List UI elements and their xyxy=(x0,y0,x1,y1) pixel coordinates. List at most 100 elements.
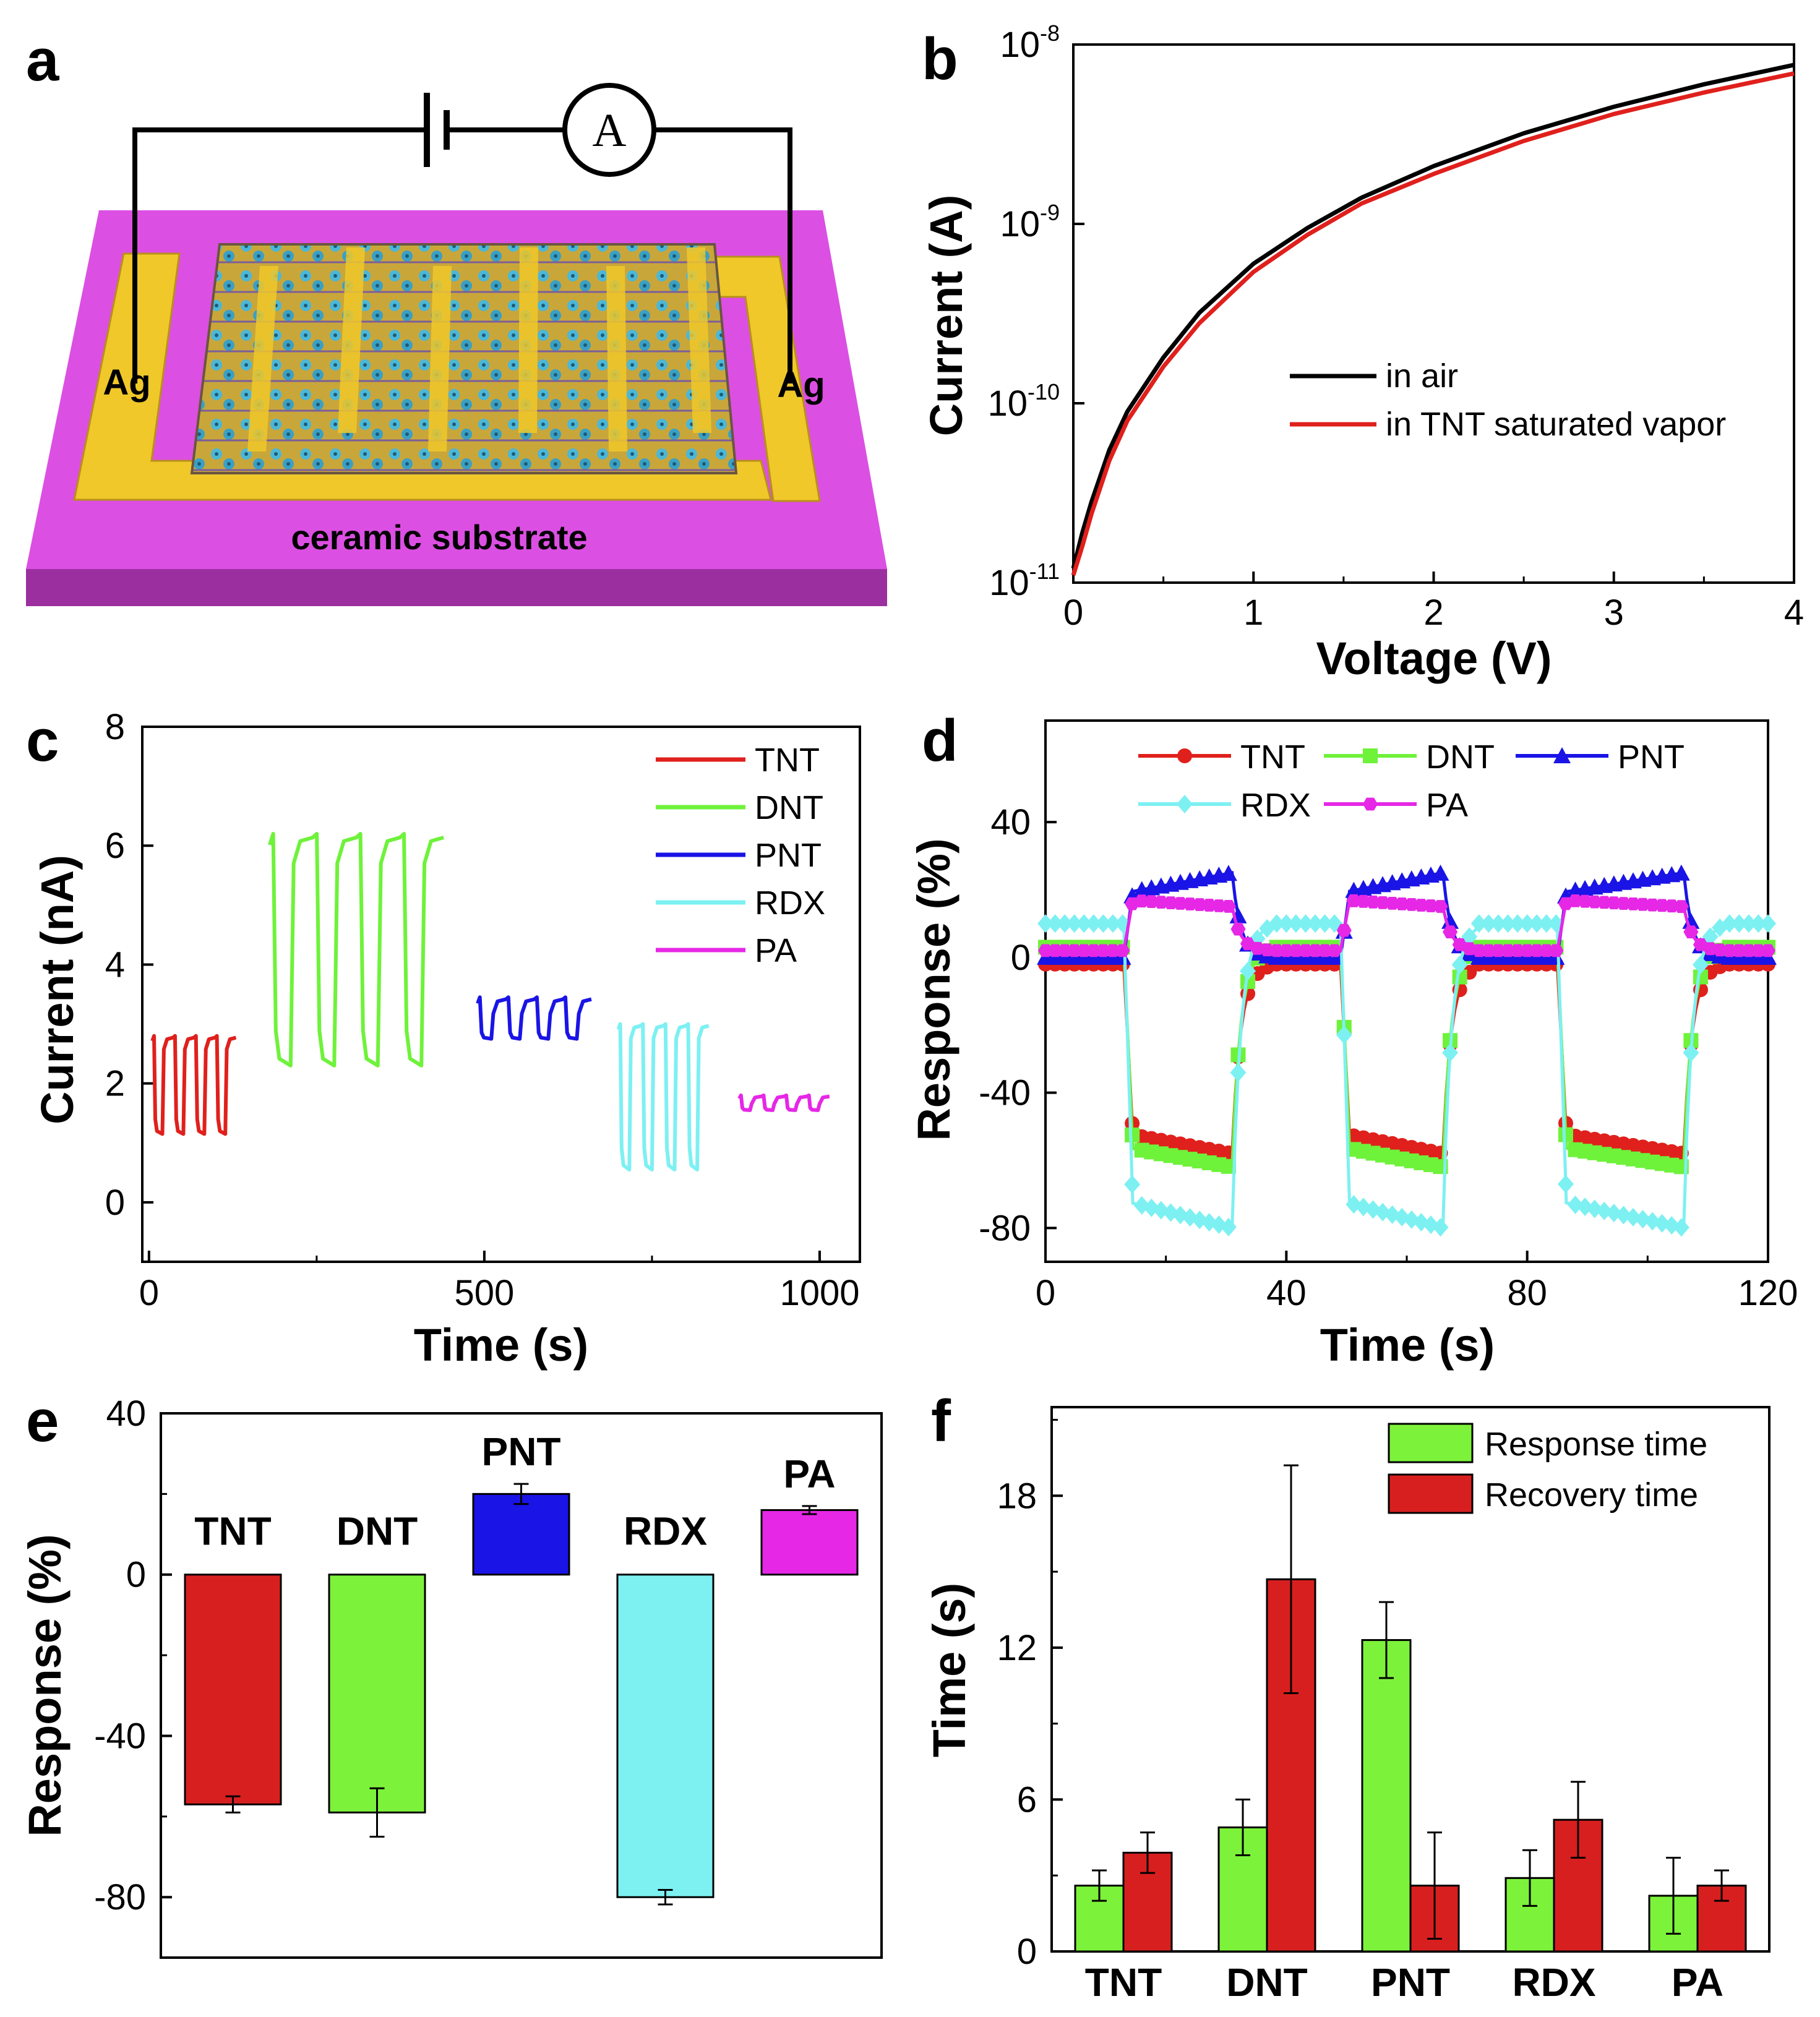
y-tick-label-c: 6 xyxy=(105,826,125,866)
electrode-label-left: Ag xyxy=(103,362,150,403)
x-tick-label-b: 4 xyxy=(1784,593,1804,633)
legend-label-pnt: PNT xyxy=(1618,739,1685,776)
data-point-pa xyxy=(1086,944,1101,957)
data-point-pa xyxy=(1519,944,1535,957)
bar-dnt xyxy=(328,1574,426,1814)
x-tick-label-c: 1000 xyxy=(779,1273,859,1313)
data-point-rdx xyxy=(1047,914,1063,933)
x-tick-label-b: 2 xyxy=(1423,593,1443,633)
legend-label-recovery-time: Recovery time xyxy=(1485,1476,1698,1514)
data-point-pa xyxy=(1269,944,1284,957)
x-tick-label-c: 500 xyxy=(455,1273,515,1313)
legend-label-rdx: RDX xyxy=(1240,787,1311,824)
panel-c-current-chart: c 0 500 1000 0 2 4 6 8 Time (s) Current (nA) TN… xyxy=(26,707,861,1371)
data-point-pa xyxy=(1732,944,1747,957)
data-point-rdx xyxy=(1500,914,1516,933)
data-point-pa xyxy=(1471,944,1487,957)
panel-label-b: b xyxy=(922,26,958,92)
x-tick-label-pa: PA xyxy=(1672,1960,1723,2005)
data-point-pa xyxy=(1038,944,1053,957)
ammeter-symbol: A xyxy=(593,105,627,156)
legend-label-pa: PA xyxy=(1426,787,1468,824)
data-point-rdx xyxy=(1095,914,1112,933)
x-tick-label-d: 40 xyxy=(1266,1273,1307,1313)
data-point-rdx xyxy=(1316,914,1333,933)
data-point-rdx xyxy=(1480,914,1497,933)
data-point-pa xyxy=(1635,897,1650,911)
y-tick-label-b: 10-10 xyxy=(987,379,1060,424)
legend-marker-pnt xyxy=(1553,747,1571,763)
data-point-pa xyxy=(1308,944,1323,957)
substrate-label: ceramic substrate xyxy=(291,518,587,557)
bar-label-pnt: PNT xyxy=(482,1429,561,1474)
plot-frame-b xyxy=(1072,43,1795,584)
data-point-pa xyxy=(1105,944,1120,957)
data-point-pa xyxy=(1211,899,1227,912)
y-tick-label-d: -80 xyxy=(979,1208,1031,1248)
bar-pa xyxy=(760,1509,859,1576)
data-point-pnt xyxy=(1682,912,1700,929)
panel-label-c: c xyxy=(26,708,59,774)
data-point-pa xyxy=(1654,899,1670,912)
electrode-label-right: Ag xyxy=(777,365,825,405)
data-point-rdx xyxy=(1519,914,1535,933)
data-point-pa xyxy=(1751,944,1766,957)
data-point-rdx xyxy=(1442,1043,1459,1062)
data-point-pnt xyxy=(1219,865,1237,881)
legend-label-pnt: PNT xyxy=(755,837,822,874)
interdigitated-fingers xyxy=(247,247,711,452)
data-point-pa xyxy=(1279,944,1294,957)
bar-rdx xyxy=(616,1574,715,1898)
y-tick-label-b: 10-8 xyxy=(1000,20,1060,65)
data-point-rdx xyxy=(1683,1043,1699,1062)
data-point-pa xyxy=(1394,897,1410,910)
data-point-pa xyxy=(1288,944,1303,957)
data-point-rdx xyxy=(1451,955,1468,974)
data-point-pa xyxy=(1144,895,1159,908)
data-point-pa xyxy=(1500,944,1516,957)
data-point-pa xyxy=(1481,944,1496,957)
data-point-rdx xyxy=(1287,914,1304,933)
plot-frame-d xyxy=(1044,719,1769,1263)
data-point-pa xyxy=(1317,944,1333,957)
data-point-pa xyxy=(1115,944,1130,957)
series-line-dnt xyxy=(268,832,444,1068)
data-point-pa xyxy=(1645,898,1660,912)
panel-a-schematic: a xyxy=(26,27,887,606)
series-line-tnt xyxy=(1045,962,1768,1156)
x-tick-label-d: 80 xyxy=(1507,1273,1547,1313)
data-point-rdx xyxy=(1336,1026,1352,1045)
data-point-pa xyxy=(1182,897,1198,910)
data-point-pa xyxy=(1230,922,1246,936)
data-point-pa xyxy=(1606,896,1621,910)
data-point-pa xyxy=(1067,944,1082,957)
legend-b: in air in TNT saturated vapor xyxy=(1290,358,1726,443)
y-axis-label-f: Time (s) xyxy=(924,1583,975,1757)
legend-marker-tnt xyxy=(1177,748,1192,763)
data-point-rdx xyxy=(1240,961,1256,980)
data-point-pa xyxy=(1327,944,1342,957)
data-point-rdx xyxy=(1538,914,1555,933)
y-axis-label-b: Current (A) xyxy=(921,195,972,437)
bar-label-pa: PA xyxy=(783,1452,835,1496)
series-line-in-air xyxy=(1071,62,1795,569)
panel-b-iv-chart: b 0 1 2 3 4 10-11 10-10 10-9 10-8 Voltage (V) Cu… xyxy=(921,20,1804,684)
y-tick-label-b: 10-9 xyxy=(1000,200,1060,244)
y-axis-label-c: Current (nA) xyxy=(32,855,83,1124)
x-tick-label-c: 0 xyxy=(139,1273,159,1313)
data-point-rdx xyxy=(1278,914,1295,933)
data-point-rdx xyxy=(1057,914,1073,933)
bar-label-tnt: TNT xyxy=(194,1509,271,1554)
y-tick-label-c: 0 xyxy=(105,1183,125,1223)
data-point-pnt xyxy=(1672,864,1690,881)
panel-e-bar-chart: e -80 -40 0 40 TNT DNT PNT RDX PA Response (%) xyxy=(19,1388,883,1959)
y-tick-label-e: -80 xyxy=(94,1877,146,1917)
data-point-rdx xyxy=(1105,914,1122,933)
data-point-pa xyxy=(1076,944,1092,957)
series-line-tnt xyxy=(150,1034,237,1136)
data-point-pa xyxy=(1741,944,1756,957)
x-tick-label-b: 0 xyxy=(1063,593,1083,633)
y-axis-label-d: Response (%) xyxy=(908,838,959,1141)
legend-f: Response time Recovery time xyxy=(1388,1423,1707,1514)
data-point-rdx xyxy=(1432,1218,1449,1237)
